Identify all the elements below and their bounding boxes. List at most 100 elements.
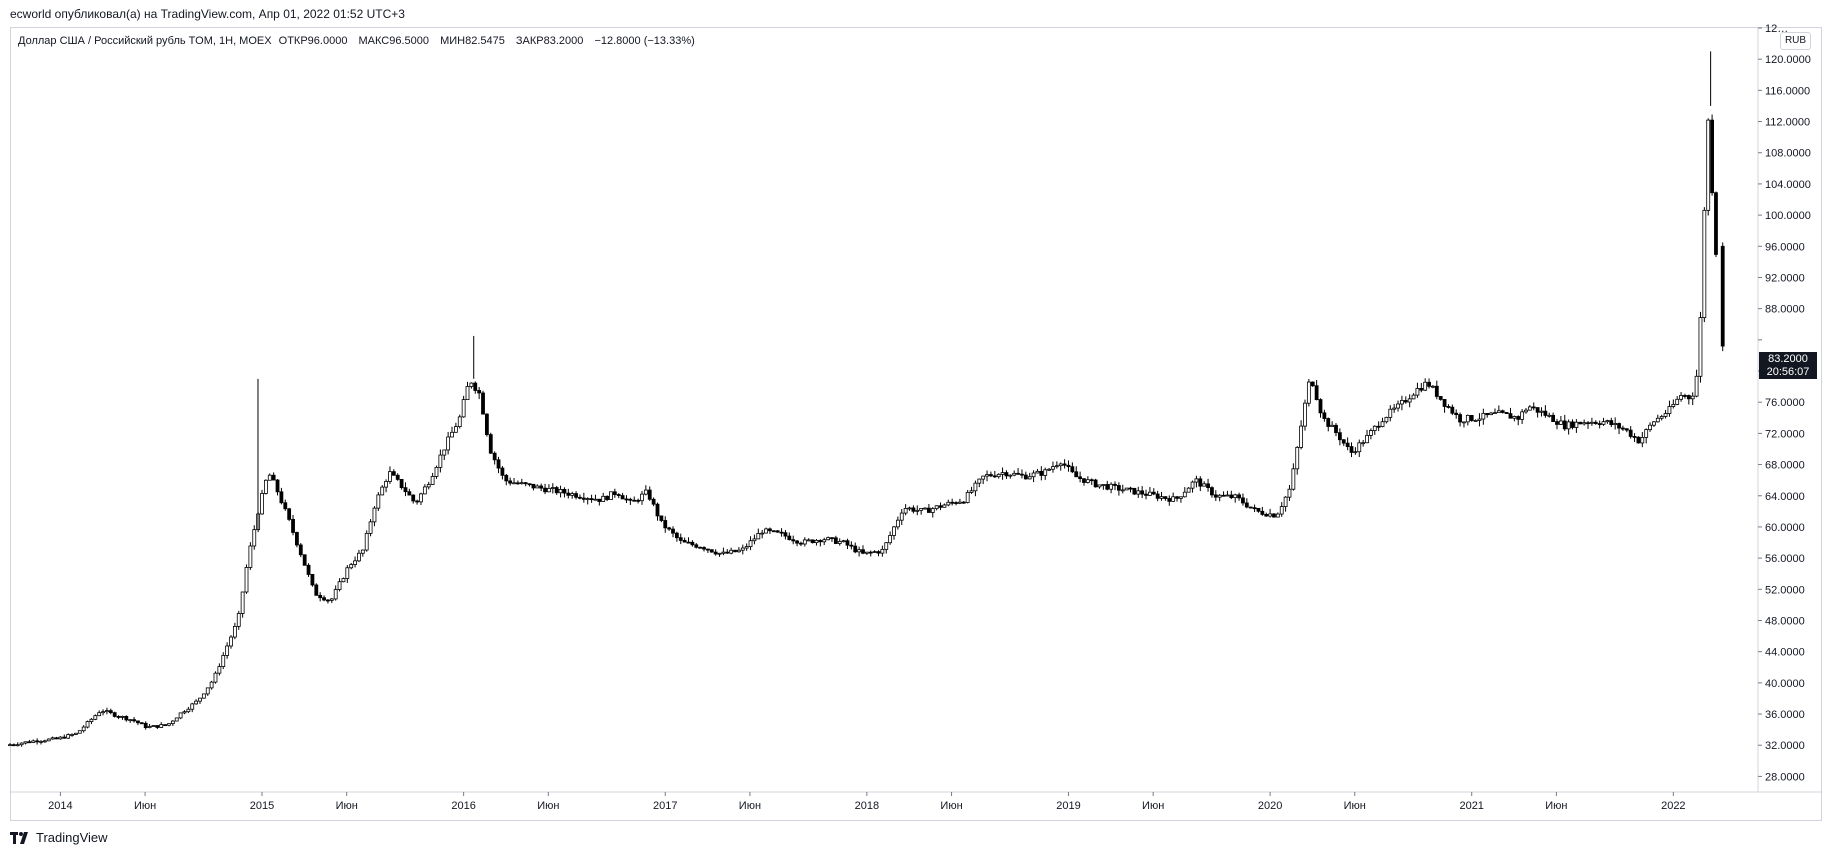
candle <box>1454 409 1459 419</box>
candle <box>1597 420 1602 429</box>
candle <box>1136 486 1141 498</box>
candle <box>830 537 834 542</box>
candle <box>368 519 373 537</box>
candle <box>958 498 962 505</box>
candle <box>950 498 955 506</box>
candle <box>1089 478 1094 486</box>
candle <box>81 725 86 733</box>
candle <box>1446 404 1451 409</box>
candle <box>232 622 237 640</box>
candle <box>1698 311 1703 383</box>
candle <box>1423 378 1428 392</box>
candle <box>729 547 734 555</box>
candle <box>380 485 385 496</box>
candle <box>516 480 520 485</box>
candle <box>77 730 82 734</box>
candle <box>601 492 606 502</box>
candle <box>1477 413 1482 427</box>
candle <box>1210 486 1214 498</box>
candle <box>799 541 803 547</box>
candle <box>1186 487 1191 493</box>
candle <box>1159 491 1164 501</box>
candle <box>1291 463 1296 491</box>
price-tick-label: 96.0000 <box>1765 241 1805 253</box>
candle <box>992 470 997 478</box>
candle <box>1233 493 1238 503</box>
candle <box>314 583 319 596</box>
time-tick-label: Июн <box>1142 800 1164 812</box>
candle <box>864 551 869 555</box>
candle <box>1376 421 1381 432</box>
legend-change: −12.8000 (−13.33%) <box>594 35 695 47</box>
candle <box>1043 467 1048 480</box>
candle <box>1074 466 1079 478</box>
candle <box>496 456 501 474</box>
candle <box>395 473 400 481</box>
candle <box>457 414 462 429</box>
candle <box>1318 398 1323 418</box>
candle <box>345 565 350 583</box>
candle <box>1256 507 1261 513</box>
candle <box>1442 399 1447 413</box>
candle <box>543 483 547 495</box>
candles-group <box>8 51 1725 747</box>
candle <box>11 743 16 747</box>
candle <box>775 530 780 533</box>
tradingview-brand[interactable]: TradingView <box>10 830 108 845</box>
currency-badge[interactable]: RUB <box>1780 32 1811 50</box>
time-tick-label: 2018 <box>855 800 879 812</box>
candle <box>105 707 109 715</box>
candle <box>143 721 148 730</box>
candle <box>593 494 598 501</box>
price-tick-label: 52.0000 <box>1765 584 1805 596</box>
candle <box>1334 423 1338 437</box>
chart-frame <box>10 27 1822 821</box>
price-tick-label: 120.0000 <box>1765 54 1811 66</box>
candle <box>349 562 354 570</box>
legend-high-label: МАКС <box>358 35 390 47</box>
candle <box>442 449 447 461</box>
candle <box>287 507 292 522</box>
candle <box>1128 486 1133 493</box>
brand-name: TradingView <box>36 830 108 845</box>
candle <box>101 709 105 716</box>
candle <box>899 509 904 526</box>
candle <box>833 535 838 545</box>
candle <box>1663 409 1668 419</box>
time-tick-label: 2017 <box>653 800 677 812</box>
candle <box>453 422 458 433</box>
candle <box>791 535 796 545</box>
candle <box>391 469 396 476</box>
candle <box>713 549 718 556</box>
candle <box>911 505 916 514</box>
candle <box>1624 428 1629 433</box>
candle <box>737 547 741 553</box>
candle <box>1500 409 1505 414</box>
candle <box>1403 396 1408 404</box>
candle <box>1252 504 1257 513</box>
candle <box>1694 369 1699 398</box>
candle <box>469 382 474 389</box>
candle <box>229 635 233 649</box>
candle <box>240 591 245 618</box>
candle <box>1093 478 1098 488</box>
candle <box>225 642 230 659</box>
price-tick-label: 76.0000 <box>1765 397 1805 409</box>
candle <box>620 492 625 500</box>
candle <box>194 699 199 705</box>
candle <box>1217 494 1222 502</box>
candle <box>1372 425 1377 435</box>
candle <box>640 490 644 505</box>
candle <box>1326 417 1331 432</box>
candle <box>415 499 420 505</box>
candle <box>1244 498 1249 509</box>
legend-high-value: 96.5000 <box>389 35 429 47</box>
candle <box>1543 405 1548 418</box>
candle <box>291 514 295 536</box>
candle <box>54 736 59 740</box>
candle <box>39 740 43 745</box>
candle <box>1384 416 1389 424</box>
candle <box>725 549 730 554</box>
price-tick-label: 36.0000 <box>1765 709 1805 721</box>
